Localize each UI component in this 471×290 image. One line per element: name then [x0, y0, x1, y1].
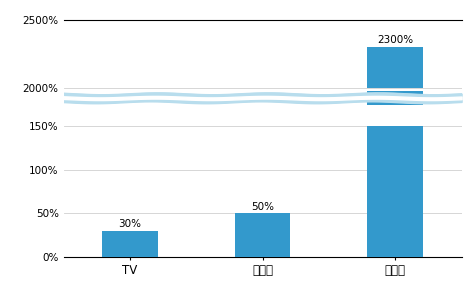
Bar: [367, 91, 423, 105]
Bar: [367, 126, 423, 257]
Text: 50%: 50%: [251, 202, 274, 212]
Bar: [235, 213, 291, 257]
Text: 2300%: 2300%: [377, 35, 414, 45]
Text: 30%: 30%: [118, 219, 141, 229]
Bar: [367, 47, 423, 88]
Bar: [102, 231, 158, 257]
